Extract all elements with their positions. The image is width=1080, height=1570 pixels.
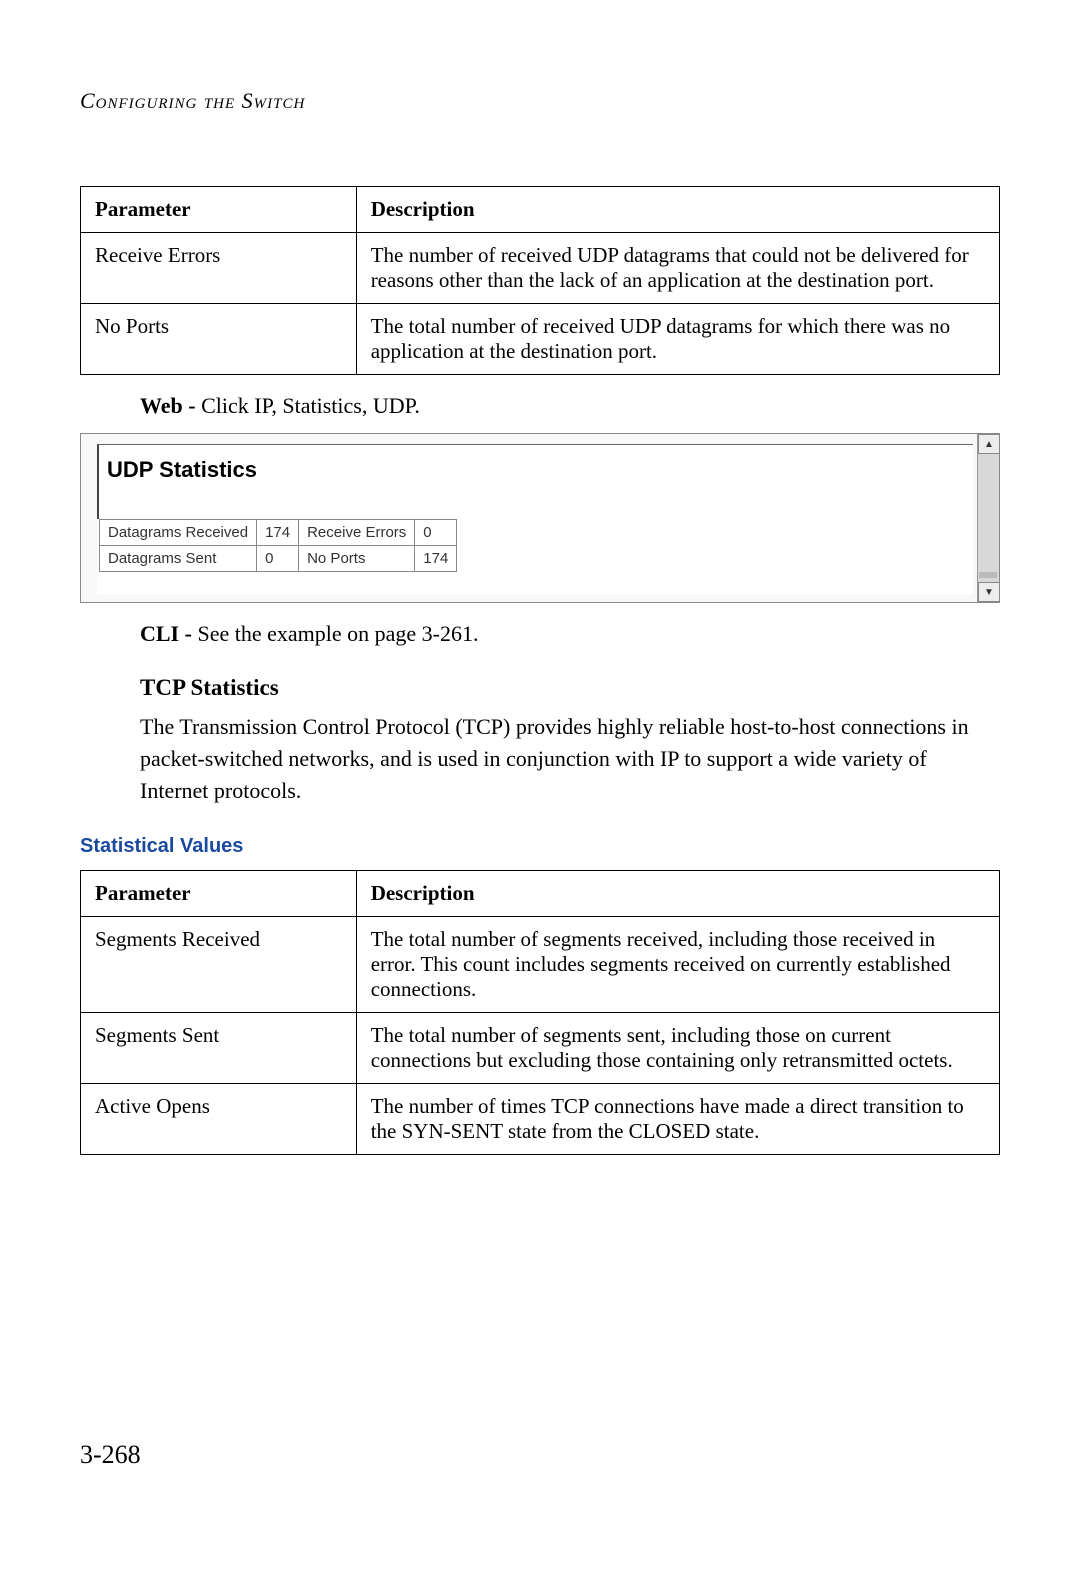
udp-stats-title: UDP Statistics <box>97 444 973 519</box>
table-row: Receive Errors The number of received UD… <box>81 233 1000 304</box>
web-text: Click IP, Statistics, UDP. <box>201 393 420 418</box>
table-row: Segments Sent The total number of segmen… <box>81 1012 1000 1083</box>
cli-text: See the example on page 3-261. <box>197 621 478 646</box>
param-cell: No Ports <box>81 304 357 375</box>
scroll-up-button[interactable]: ▲ <box>978 434 1000 454</box>
page-header: Configuring the Switch <box>80 88 1000 114</box>
desc-cell: The number of times TCP connections have… <box>356 1083 999 1154</box>
table-header-desc: Description <box>356 187 999 233</box>
desc-cell: The total number of received UDP datagra… <box>356 304 999 375</box>
param-cell: Segments Received <box>81 916 357 1012</box>
page-number: 3-268 <box>80 1440 141 1470</box>
table-row: Active Opens The number of times TCP con… <box>81 1083 1000 1154</box>
stat-value: 0 <box>257 546 299 572</box>
table-row: No Ports The total number of received UD… <box>81 304 1000 375</box>
scroll-thumb[interactable] <box>979 572 997 578</box>
desc-cell: The number of received UDP datagrams tha… <box>356 233 999 304</box>
arrow-down-icon: ▼ <box>984 587 994 598</box>
stat-value: 174 <box>257 520 299 546</box>
udp-param-table: Parameter Description Receive Errors The… <box>80 186 1000 375</box>
table-row: Segments Received The total number of se… <box>81 916 1000 1012</box>
stat-value: 174 <box>415 546 457 572</box>
web-prefix: Web - <box>140 393 201 418</box>
stat-value: 0 <box>415 520 457 546</box>
scroll-down-button[interactable]: ▼ <box>978 582 1000 602</box>
desc-cell: The total number of segments sent, inclu… <box>356 1012 999 1083</box>
tcp-statistics-heading: TCP Statistics <box>140 675 1000 701</box>
cli-prefix: CLI - <box>140 621 197 646</box>
param-cell: Receive Errors <box>81 233 357 304</box>
stat-label: Datagrams Received <box>100 520 257 546</box>
stat-label: Datagrams Sent <box>100 546 257 572</box>
tcp-param-table: Parameter Description Segments Received … <box>80 870 1000 1155</box>
arrow-up-icon: ▲ <box>984 439 994 450</box>
scrollbar[interactable]: ▲ ▼ <box>977 434 999 602</box>
stat-label: Receive Errors <box>299 520 415 546</box>
param-cell: Active Opens <box>81 1083 357 1154</box>
table-header-param: Parameter <box>81 870 357 916</box>
udp-statistics-screenshot: UDP Statistics Datagrams Received 174 Re… <box>80 433 1000 603</box>
table-header-param: Parameter <box>81 187 357 233</box>
udp-stats-grid: Datagrams Received 174 Receive Errors 0 … <box>99 519 457 572</box>
param-cell: Segments Sent <box>81 1012 357 1083</box>
desc-cell: The total number of segments received, i… <box>356 916 999 1012</box>
tcp-statistics-paragraph: The Transmission Control Protocol (TCP) … <box>140 711 1000 807</box>
table-header-desc: Description <box>356 870 999 916</box>
cli-instruction: CLI - See the example on page 3-261. <box>140 621 1000 647</box>
statistical-values-heading: Statistical Values <box>80 835 1000 858</box>
stat-label: No Ports <box>299 546 415 572</box>
web-instruction: Web - Click IP, Statistics, UDP. <box>140 393 1000 419</box>
